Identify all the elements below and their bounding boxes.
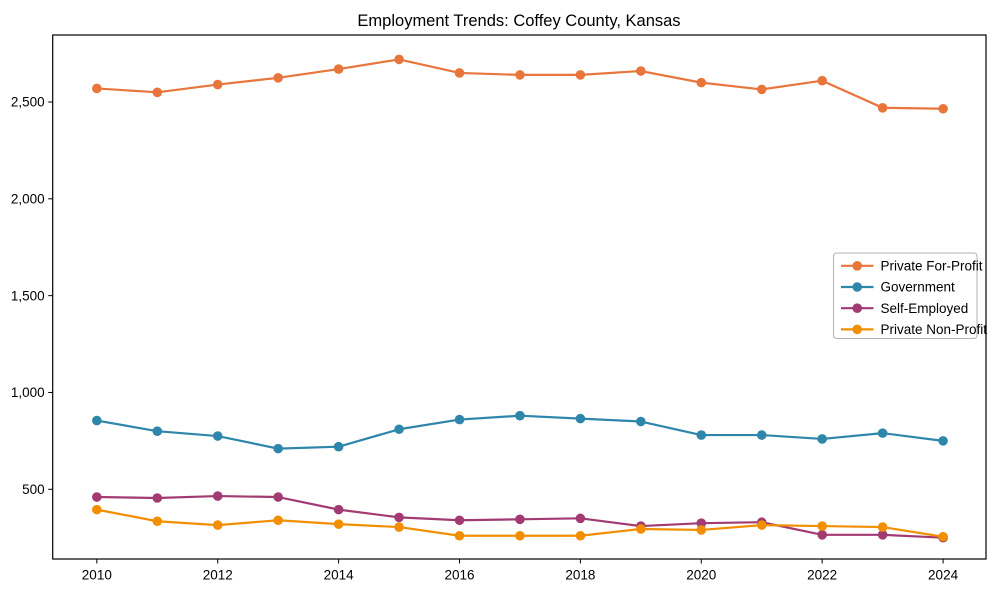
- data-point-government-2018: [575, 413, 586, 424]
- y-tick-label: 2,000: [11, 192, 45, 207]
- data-point-private-non-profit-2011: [152, 516, 163, 527]
- legend-label-private-for-profit: Private For-Profit: [881, 259, 983, 274]
- data-point-private-non-profit-2017: [515, 530, 525, 541]
- y-tick-label: 2,500: [11, 95, 45, 110]
- data-point-government-2014: [333, 441, 344, 452]
- data-point-private-for-profit-2024: [938, 103, 948, 114]
- x-tick-label: 2010: [82, 568, 112, 583]
- legend-marker-private-non-profit: [852, 324, 862, 335]
- data-point-private-for-profit-2012: [212, 79, 223, 90]
- data-point-private-for-profit-2022: [817, 75, 827, 86]
- data-point-government-2023: [877, 428, 888, 438]
- data-point-government-2020: [696, 430, 707, 440]
- legend-frame: [833, 252, 978, 339]
- data-point-private-for-profit-2017: [515, 70, 525, 80]
- data-point-government-2024: [938, 436, 948, 446]
- x-tick-label: 2018: [565, 568, 595, 583]
- data-point-self-employed-2014: [333, 504, 344, 515]
- legend-item-private-for-profit: Private For-Profit: [841, 259, 983, 274]
- data-point-self-employed-2013: [273, 492, 283, 502]
- data-point-private-for-profit-2014: [333, 64, 344, 74]
- y-tick-label: 1,000: [11, 385, 45, 400]
- series-private-non-profit: [92, 504, 948, 542]
- y-tick-label: 500: [22, 482, 45, 497]
- data-point-private-non-profit-2022: [817, 521, 827, 531]
- chart-title: Employment Trends: Coffey County, Kansas: [357, 12, 680, 30]
- legend-label-self-employed: Self-Employed: [881, 301, 969, 316]
- legend-item-private-non-profit: Private Non-Profit: [841, 322, 987, 337]
- data-point-government-2015: [394, 424, 404, 435]
- data-point-private-non-profit-2021: [756, 520, 767, 530]
- data-point-self-employed-2017: [515, 514, 525, 525]
- legend-label-government: Government: [881, 280, 956, 295]
- data-point-private-non-profit-2013: [273, 515, 283, 526]
- data-point-private-non-profit-2023: [877, 522, 888, 532]
- data-point-self-employed-2018: [575, 513, 586, 524]
- data-point-private-for-profit-2010: [92, 83, 102, 94]
- data-point-government-2019: [636, 416, 646, 427]
- x-tick-label: 2016: [444, 568, 474, 583]
- data-point-self-employed-2020: [696, 518, 707, 528]
- data-point-private-non-profit-2019: [636, 524, 646, 534]
- legend-marker-private-for-profit: [852, 261, 862, 271]
- x-tick-label: 2020: [686, 568, 716, 583]
- data-point-private-for-profit-2021: [756, 84, 767, 95]
- data-point-private-for-profit-2011: [152, 87, 163, 98]
- legend-item-self-employed: Self-Employed: [841, 301, 968, 316]
- data-point-self-employed-2015: [394, 512, 404, 523]
- x-tick-label: 2014: [324, 568, 355, 583]
- data-point-private-non-profit-2010: [92, 504, 102, 515]
- series-government: [92, 410, 948, 454]
- data-point-government-2017: [515, 410, 525, 421]
- data-point-government-2010: [92, 415, 102, 426]
- legend-label-private-non-profit: Private Non-Profit: [881, 322, 988, 337]
- data-point-private-non-profit-2020: [696, 525, 707, 535]
- data-point-self-employed-2022: [817, 529, 827, 540]
- data-point-government-2021: [756, 430, 767, 440]
- data-point-self-employed-2023: [877, 529, 888, 540]
- legend-marker-government: [852, 282, 862, 292]
- data-point-government-2013: [273, 443, 283, 454]
- data-point-private-for-profit-2018: [575, 70, 586, 80]
- series-private-for-profit: [92, 54, 948, 114]
- legend-marker-self-employed: [852, 303, 862, 314]
- data-point-private-for-profit-2023: [877, 103, 888, 113]
- data-point-private-for-profit-2020: [696, 77, 707, 88]
- data-point-private-for-profit-2013: [273, 72, 283, 83]
- plot-border: [52, 34, 987, 560]
- series-line-private-for-profit: [96, 58, 944, 110]
- x-tick-label: 2024: [928, 568, 959, 583]
- data-point-private-non-profit-2024: [938, 531, 948, 542]
- series-line-government: [96, 414, 944, 450]
- data-point-government-2012: [212, 431, 223, 441]
- data-point-private-non-profit-2016: [454, 530, 465, 541]
- data-point-government-2011: [152, 426, 163, 436]
- data-point-private-non-profit-2012: [212, 520, 223, 530]
- data-point-self-employed-2010: [92, 492, 102, 502]
- data-point-self-employed-2011: [152, 493, 163, 503]
- data-point-self-employed-2016: [454, 515, 465, 526]
- data-point-government-2016: [454, 414, 465, 425]
- data-point-private-for-profit-2016: [454, 68, 465, 78]
- x-tick-label: 2012: [203, 568, 233, 583]
- data-point-private-for-profit-2019: [636, 66, 646, 76]
- data-point-self-employed-2012: [212, 491, 223, 501]
- data-point-private-non-profit-2014: [333, 519, 344, 529]
- legend: Private For-Profit Government Self-Employe…: [833, 252, 987, 339]
- x-tick-label: 2022: [807, 568, 837, 583]
- data-point-government-2022: [817, 434, 827, 444]
- data-point-private-for-profit-2015: [394, 54, 404, 65]
- y-tick-label: 1,500: [11, 288, 45, 303]
- legend-item-government: Government: [841, 280, 955, 295]
- data-point-private-non-profit-2015: [394, 522, 404, 532]
- data-point-private-non-profit-2018: [575, 530, 586, 541]
- plot-area: 500 1,000 1,500 2,000 2,500 2010 2012 2014 2016 2…: [11, 34, 987, 583]
